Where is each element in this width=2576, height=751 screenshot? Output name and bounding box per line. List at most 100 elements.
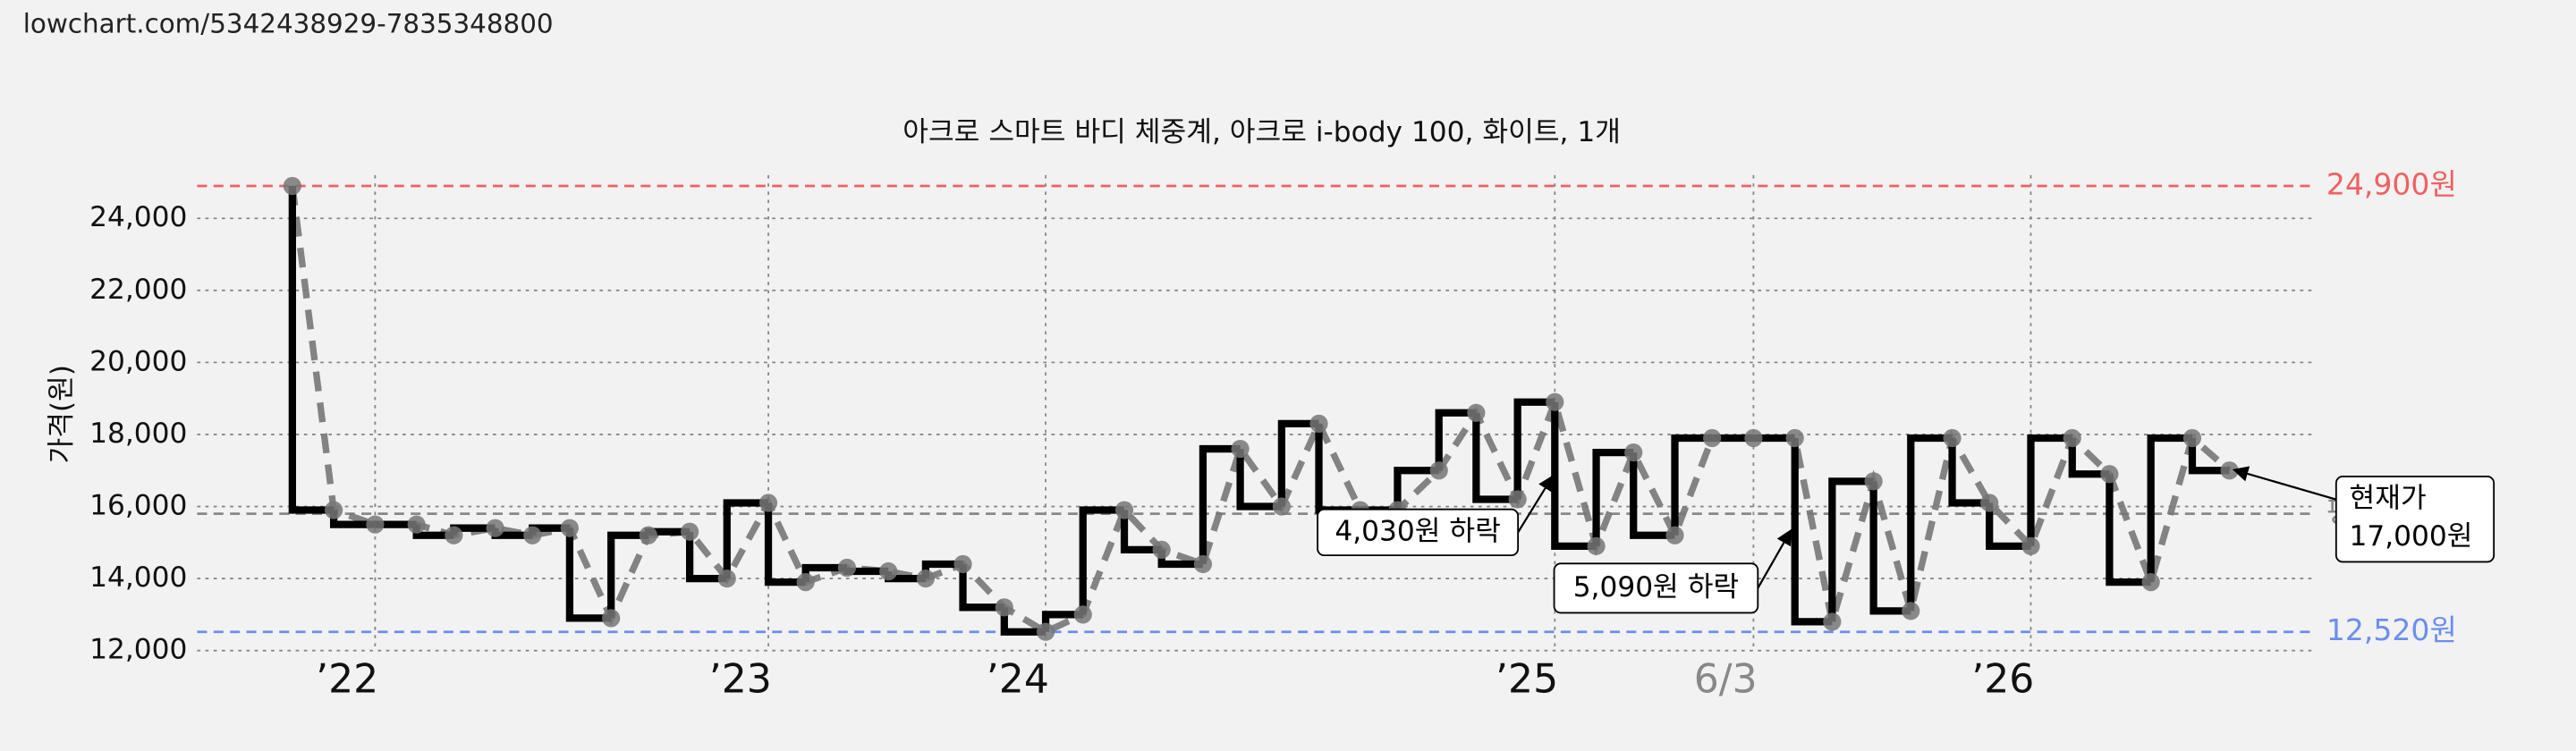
price-line bbox=[289, 185, 2233, 636]
step-segment bbox=[1079, 506, 1125, 615]
price-point bbox=[1864, 472, 1883, 491]
annotation-box bbox=[1317, 508, 1520, 557]
step-segment bbox=[1592, 448, 1634, 546]
price-point bbox=[2021, 536, 2040, 555]
step-segment bbox=[1948, 437, 1990, 507]
price-point bbox=[681, 522, 699, 541]
reference-label: 12,520원 bbox=[2326, 612, 2457, 647]
price-point bbox=[1823, 612, 1842, 631]
price-point bbox=[639, 526, 657, 544]
x-tick-label: ’26 bbox=[1971, 657, 2034, 703]
price-point bbox=[283, 176, 301, 196]
price-point bbox=[560, 519, 580, 537]
price-point bbox=[995, 598, 1013, 617]
x-tick-label: ’25 bbox=[1496, 657, 1558, 703]
step-segment bbox=[764, 502, 806, 586]
price-point bbox=[1902, 602, 1920, 620]
step-segment bbox=[288, 186, 335, 514]
price-point bbox=[1744, 428, 1763, 448]
step-segment bbox=[723, 499, 769, 579]
step-segment bbox=[2068, 437, 2110, 478]
price-point bbox=[1665, 526, 1684, 544]
step-segment bbox=[1394, 467, 1439, 511]
url: lowchart.com/5342438929-7835348800 bbox=[23, 8, 554, 38]
price-point bbox=[1785, 428, 1804, 448]
y-axis-label: 가격(원) bbox=[46, 365, 78, 464]
step-segment bbox=[2106, 474, 2151, 586]
price-point bbox=[1546, 392, 1564, 411]
step-segment bbox=[1630, 452, 1675, 539]
x-tick-label: ’22 bbox=[316, 657, 378, 703]
price-point bbox=[2141, 573, 2160, 592]
step-segment bbox=[1828, 477, 1874, 622]
step-segment bbox=[565, 527, 612, 622]
price-point bbox=[1467, 403, 1486, 422]
step-segment bbox=[1199, 444, 1241, 564]
price-point bbox=[796, 573, 815, 592]
price-point bbox=[1624, 443, 1643, 462]
price-point bbox=[523, 526, 542, 544]
y-tick-label: 14,000 bbox=[89, 561, 187, 594]
step-segment bbox=[2027, 434, 2072, 546]
step-segment bbox=[1907, 434, 1953, 612]
annotation-text: 현재가 bbox=[2350, 483, 2427, 515]
price-point bbox=[2182, 428, 2202, 448]
step-segment bbox=[685, 531, 727, 583]
step-segment bbox=[1120, 510, 1162, 553]
price-point bbox=[1152, 540, 1171, 559]
annotation-box bbox=[1553, 562, 1759, 614]
price-point bbox=[2063, 428, 2081, 448]
price-point bbox=[1036, 622, 1055, 641]
step-segment bbox=[1986, 502, 2031, 550]
step-segment bbox=[1671, 434, 1713, 536]
price-point bbox=[953, 554, 972, 574]
annotation-text: 5,090원 하락 bbox=[1573, 571, 1739, 603]
step-segment bbox=[2147, 434, 2192, 583]
x-tick-label: ’23 bbox=[709, 657, 772, 703]
annotation-text: 4,030원 하락 bbox=[1335, 515, 1500, 547]
step-segment bbox=[1472, 412, 1518, 503]
y-tick-label: 16,000 bbox=[89, 490, 187, 522]
y-tick-label: 22,000 bbox=[89, 274, 187, 306]
y-tick-label: 12,000 bbox=[89, 634, 187, 666]
annotation-box bbox=[2334, 476, 2496, 563]
price-point bbox=[1943, 428, 1962, 448]
step-segment bbox=[1869, 481, 1911, 615]
price-point bbox=[1114, 501, 1134, 519]
y-tick-label: 20,000 bbox=[89, 345, 187, 377]
price-point bbox=[1429, 461, 1448, 480]
annotation-text: 17,000원 bbox=[2350, 520, 2473, 553]
price-point bbox=[758, 494, 778, 512]
price-point bbox=[1193, 554, 1213, 574]
price-point bbox=[1980, 494, 1999, 512]
price-point bbox=[1587, 536, 1606, 555]
price-point bbox=[407, 515, 426, 534]
step-segment bbox=[1551, 401, 1597, 550]
price-point bbox=[1231, 439, 1250, 459]
step-segment bbox=[1513, 398, 1555, 500]
step-segment bbox=[1277, 419, 1319, 507]
reference-label: 24,900원 bbox=[2326, 167, 2457, 202]
price-point bbox=[916, 569, 935, 588]
annotation-arrow bbox=[2232, 466, 2337, 501]
step-segment bbox=[1236, 449, 1282, 511]
price-point bbox=[1508, 490, 1527, 509]
price-point bbox=[602, 609, 621, 628]
price-point bbox=[717, 569, 736, 588]
price-point bbox=[366, 515, 385, 534]
price-point bbox=[837, 558, 857, 578]
y-tick-label: 18,000 bbox=[89, 418, 187, 450]
x-tick-label: 6/3 bbox=[1694, 657, 1758, 703]
price-point bbox=[1309, 414, 1328, 433]
price-point bbox=[2100, 465, 2119, 484]
price-point bbox=[445, 526, 463, 544]
annotation-arrow bbox=[1517, 475, 1554, 533]
price-point bbox=[1073, 605, 1092, 624]
step-segment bbox=[2188, 437, 2230, 475]
step-segment bbox=[1435, 409, 1477, 471]
price-point bbox=[325, 501, 343, 519]
price-point bbox=[1272, 497, 1291, 516]
price-point bbox=[486, 519, 504, 537]
